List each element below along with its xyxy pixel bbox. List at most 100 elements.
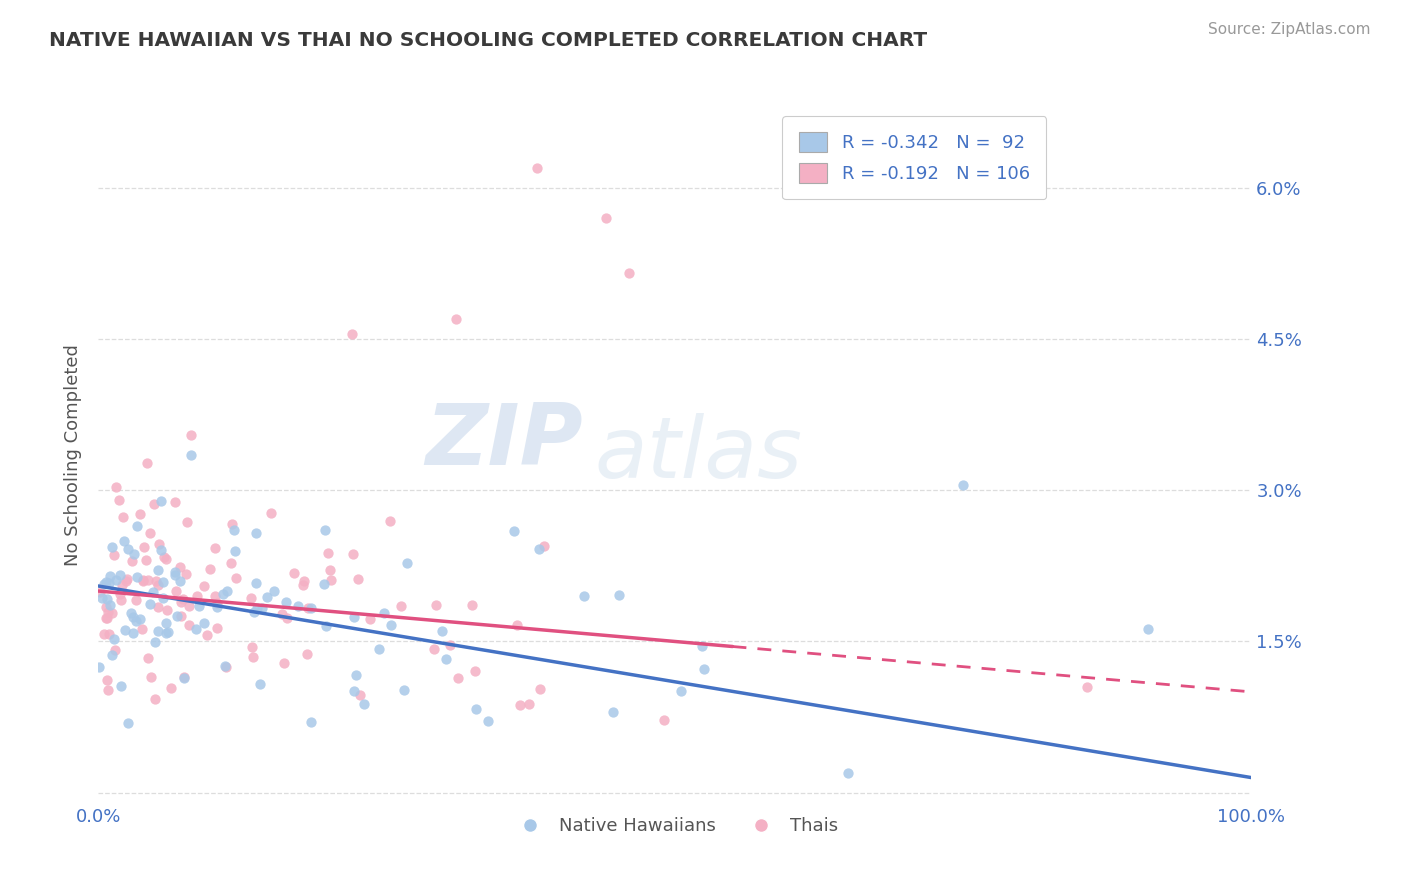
Point <box>425 598 447 612</box>
Point <box>392 683 415 698</box>
Point <box>122 547 145 561</box>
Point <box>93 627 115 641</box>
Point <box>180 427 202 442</box>
Point <box>104 642 127 657</box>
Point <box>340 326 363 341</box>
Point <box>169 574 191 589</box>
Point <box>136 573 159 587</box>
Point <box>136 456 159 470</box>
Point <box>373 606 395 620</box>
Point <box>346 667 368 681</box>
Point <box>239 591 262 605</box>
Point <box>180 448 202 462</box>
Point <box>517 697 540 711</box>
Point <box>165 566 187 580</box>
Text: atlas: atlas <box>595 413 803 497</box>
Point <box>105 480 128 494</box>
Point <box>652 713 675 727</box>
Point <box>432 624 454 638</box>
Point <box>287 599 309 614</box>
Point <box>117 542 139 557</box>
Point <box>342 547 364 561</box>
Point <box>97 576 120 591</box>
Point <box>249 677 271 691</box>
Point <box>602 705 624 719</box>
Point <box>110 592 132 607</box>
Point <box>276 611 298 625</box>
Point <box>193 616 215 631</box>
Point <box>117 715 139 730</box>
Point <box>508 698 530 713</box>
Point <box>200 562 222 576</box>
Point <box>110 680 132 694</box>
Point <box>148 537 170 551</box>
Point <box>139 525 162 540</box>
Point <box>347 572 370 586</box>
Point <box>270 607 292 621</box>
Point <box>224 544 246 558</box>
Point <box>136 651 159 665</box>
Point <box>146 599 169 614</box>
Point <box>359 612 381 626</box>
Point <box>172 592 194 607</box>
Point <box>91 591 114 605</box>
Y-axis label: No Schooling Completed: No Schooling Completed <box>63 344 82 566</box>
Point <box>273 656 295 670</box>
Point <box>245 526 267 541</box>
Point <box>464 702 486 716</box>
Point <box>155 551 177 566</box>
Point <box>292 578 315 592</box>
Point <box>125 593 148 607</box>
Point <box>165 495 187 509</box>
Point <box>295 647 318 661</box>
Point <box>225 571 247 585</box>
Point <box>195 628 218 642</box>
Point <box>117 572 139 586</box>
Point <box>477 714 499 729</box>
Point <box>131 623 153 637</box>
Point <box>439 639 461 653</box>
Point <box>242 640 264 654</box>
Point <box>142 584 165 599</box>
Point <box>146 563 169 577</box>
Point <box>505 617 527 632</box>
Point <box>169 609 191 624</box>
Point <box>250 601 273 615</box>
Point <box>204 541 226 555</box>
Point <box>177 599 200 613</box>
Point <box>139 597 162 611</box>
Point <box>120 606 142 620</box>
Point <box>212 586 235 600</box>
Point <box>97 626 120 640</box>
Point <box>617 267 640 281</box>
Point <box>150 494 173 508</box>
Legend: Native Hawaiians, Thais: Native Hawaiians, Thais <box>505 810 845 842</box>
Point <box>146 624 169 639</box>
Point <box>186 622 208 636</box>
Point <box>314 523 336 537</box>
Text: ZIP: ZIP <box>425 400 582 483</box>
Point <box>108 567 131 582</box>
Point <box>294 574 316 588</box>
Point <box>143 692 166 706</box>
Point <box>316 546 339 560</box>
Point <box>96 611 118 625</box>
Point <box>276 595 298 609</box>
Point <box>115 574 138 589</box>
Point <box>444 311 467 326</box>
Point <box>314 577 336 591</box>
Point <box>952 478 974 492</box>
Point <box>121 554 143 568</box>
Point <box>837 765 859 780</box>
Point <box>125 614 148 628</box>
Point <box>103 632 125 646</box>
Point <box>108 587 131 601</box>
Point <box>103 549 125 563</box>
Point <box>193 579 215 593</box>
Point <box>94 599 117 614</box>
Point <box>152 574 174 589</box>
Point <box>101 540 124 554</box>
Point <box>93 577 115 591</box>
Point <box>135 553 157 567</box>
Point <box>1076 681 1098 695</box>
